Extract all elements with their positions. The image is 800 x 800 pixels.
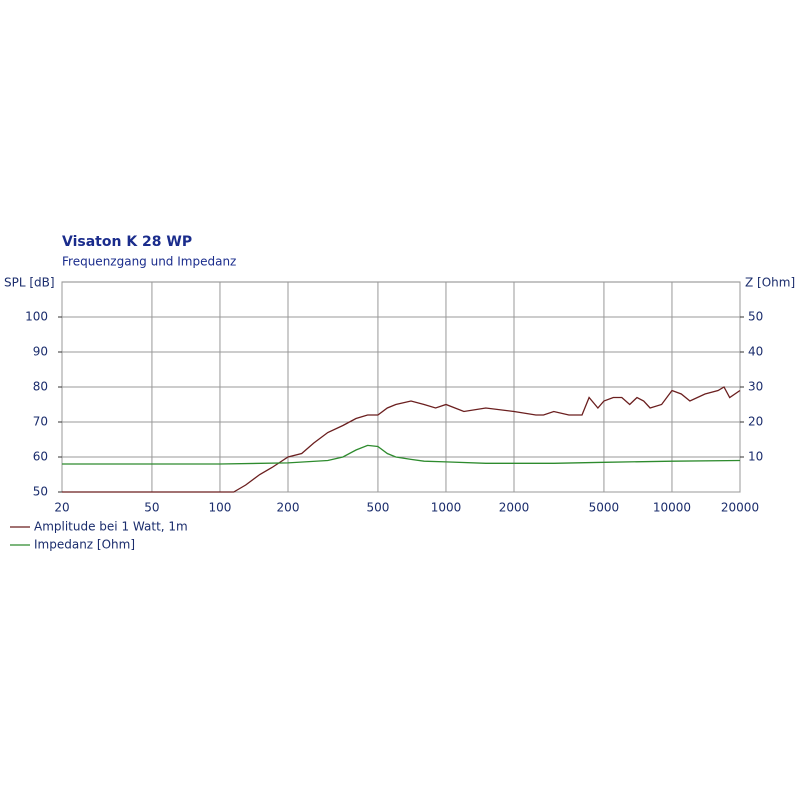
x-tick-label: 2000: [499, 501, 530, 515]
y2-tick-label: 20: [748, 415, 763, 429]
y2-axis-label: Z [Ohm]: [745, 276, 795, 290]
x-tick-label: 100: [209, 501, 232, 515]
y2-tick-label: 10: [748, 450, 763, 464]
y-tick-label: 90: [33, 345, 48, 359]
x-tick-label: 5000: [589, 501, 620, 515]
y-tick-label: 50: [33, 485, 48, 499]
x-tick-label: 10000: [653, 501, 691, 515]
x-tick-label: 500: [366, 501, 389, 515]
data-line: [62, 386, 741, 493]
y2-tick-label: 50: [748, 310, 763, 324]
legend-label: Amplitude bei 1 Watt, 1m: [34, 520, 188, 534]
x-tick-label: 50: [144, 501, 159, 515]
legend-label: Impedanz [Ohm]: [34, 538, 135, 552]
x-tick-label: 20000: [721, 501, 759, 515]
chart-subtitle: Frequenzgang und Impedanz: [62, 255, 236, 269]
y-tick-label: 60: [33, 450, 48, 464]
y-tick-label: 80: [33, 380, 48, 394]
chart-title: Visaton K 28 WP: [62, 234, 192, 250]
x-tick-label: 1000: [431, 501, 462, 515]
x-tick-label: 20: [54, 501, 69, 515]
y2-tick-label: 40: [748, 345, 763, 359]
x-tick-label: 200: [277, 501, 300, 515]
y2-tick-label: 30: [748, 380, 763, 394]
y-tick-label: 100: [25, 310, 48, 324]
y-tick-label: 70: [33, 415, 48, 429]
data-line: [62, 444, 741, 465]
y-axis-label: SPL [dB]: [4, 276, 55, 290]
